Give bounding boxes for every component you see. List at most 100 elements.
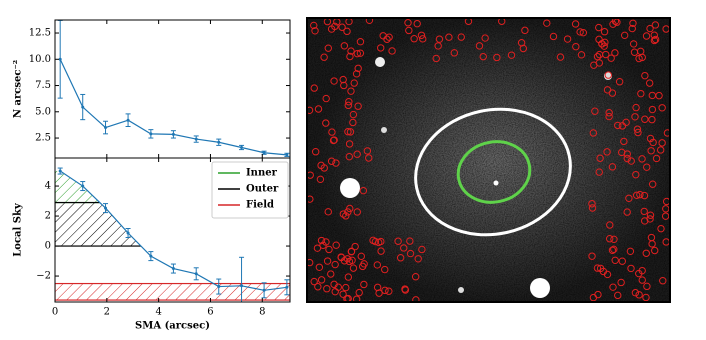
x-tick-label: 0: [52, 307, 58, 318]
data-point: [217, 285, 221, 289]
source-marker: [589, 129, 598, 137]
region-band: [55, 282, 290, 301]
x-axis-label: SMA (arcsec): [135, 321, 210, 332]
source-marker: [507, 51, 516, 59]
source-marker: [588, 252, 596, 260]
star: [493, 180, 499, 186]
source-marker: [345, 98, 353, 106]
source-marker: [344, 208, 352, 216]
source-marker: [603, 270, 612, 279]
data-point: [104, 126, 108, 130]
source-marker: [353, 208, 361, 216]
source-marker: [347, 247, 356, 256]
source-marker: [662, 205, 670, 213]
source-marker: [319, 241, 327, 250]
source-marker: [314, 283, 322, 291]
source-marker: [606, 221, 614, 229]
source-marker: [339, 75, 347, 84]
source-marker: [347, 47, 355, 55]
source-marker: [627, 157, 635, 165]
source-marker: [479, 52, 487, 61]
source-marker: [327, 157, 336, 165]
source-marker: [375, 289, 383, 297]
star: [375, 57, 385, 67]
source-marker: [311, 148, 320, 156]
source-marker: [401, 286, 410, 294]
source-marker: [320, 164, 328, 172]
source-marker: [632, 103, 640, 112]
plot-area: [57, 20, 290, 157]
source-marker: [327, 270, 335, 278]
source-marker: [647, 147, 655, 155]
source-marker: [608, 89, 617, 97]
data-point: [217, 140, 221, 144]
legend-label: Inner: [246, 168, 278, 179]
star: [381, 127, 387, 133]
source-marker: [377, 44, 385, 52]
source-marker: [658, 139, 666, 147]
source-marker: [593, 264, 602, 272]
data-point: [81, 184, 85, 188]
source-marker: [394, 237, 402, 245]
x-tick-label: 8: [259, 307, 265, 318]
y-tick-label: −2: [36, 271, 51, 282]
source-marker: [556, 53, 565, 61]
source-marker: [638, 276, 646, 284]
y-tick-label: 0: [45, 241, 51, 252]
source-marker: [640, 191, 649, 200]
source-marker: [635, 291, 643, 299]
source-marker: [595, 59, 604, 67]
data-point: [194, 272, 198, 276]
source-marker: [481, 34, 489, 42]
source-marker: [338, 23, 346, 31]
source-marker: [659, 277, 667, 285]
source-marker: [346, 52, 354, 61]
source-marker: [379, 32, 387, 40]
source-marker: [650, 31, 658, 39]
source-marker: [607, 54, 615, 62]
source-marker: [625, 194, 633, 202]
source-marker: [406, 237, 414, 245]
source-marker: [618, 148, 626, 157]
source-marker: [317, 276, 326, 284]
axes-frame: [54, 19, 291, 159]
source-marker: [642, 32, 651, 40]
source-marker: [642, 249, 650, 257]
source-marker: [595, 35, 603, 44]
source-marker: [588, 200, 596, 208]
source-marker: [353, 49, 361, 58]
data-point: [262, 288, 266, 292]
source-marker: [635, 54, 643, 63]
source-marker: [661, 212, 670, 220]
data-point: [171, 267, 175, 271]
source-marker: [657, 224, 665, 233]
legend-label: Outer: [246, 184, 279, 195]
source-marker: [600, 28, 609, 36]
source-marker: [310, 277, 318, 286]
source-marker: [608, 163, 617, 171]
source-marker: [310, 84, 318, 92]
source-marker: [543, 19, 551, 27]
source-marker: [611, 256, 619, 265]
source-marker: [475, 42, 484, 50]
source-marker: [648, 91, 657, 100]
source-marker: [363, 147, 372, 155]
source-marker: [640, 207, 648, 216]
source-marker: [347, 87, 355, 95]
axes-frame: [54, 157, 291, 303]
source-marker: [596, 154, 604, 162]
y-tick-label: 7.5: [35, 80, 51, 91]
source-marker: [328, 128, 336, 136]
source-marker: [628, 24, 636, 33]
source-marker: [327, 25, 336, 33]
source-marker: [414, 255, 422, 263]
data-point: [149, 132, 153, 136]
source-marker: [349, 110, 358, 119]
source-marker: [381, 286, 389, 295]
legend-label: Field: [246, 200, 274, 211]
source-marker: [344, 128, 352, 136]
source-marker: [316, 175, 325, 184]
source-marker: [432, 54, 440, 63]
data-point: [285, 153, 289, 157]
source-marker: [613, 18, 621, 26]
